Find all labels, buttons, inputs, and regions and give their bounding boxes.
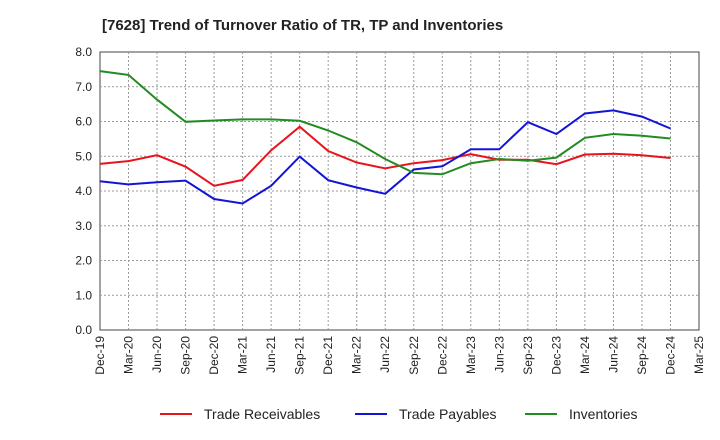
y-tick-label: 2.0: [75, 254, 92, 268]
x-axis-ticks: Dec-19 Mar-20 Jun-20 Sep-20 Dec-20 Mar-21 Jun-…: [93, 336, 706, 375]
y-tick-label: 4.0: [75, 184, 92, 198]
x-tick-label: Jun-22: [378, 336, 392, 373]
legend-label: Trade Receivables: [204, 406, 320, 422]
series-lines: [99, 70, 671, 205]
x-tick-label: Mar-22: [350, 336, 364, 374]
x-tick-label: Sep-21: [293, 336, 307, 375]
x-tick-label: Sep-23: [521, 336, 535, 375]
y-tick-label: 7.0: [75, 80, 92, 94]
y-tick-label: 0.0: [75, 323, 92, 337]
x-tick-label: Dec-22: [435, 336, 449, 375]
legend-label: Inventories: [569, 406, 637, 422]
x-tick-label: Dec-23: [549, 336, 563, 375]
x-tick-label: Mar-20: [122, 336, 136, 374]
series-line-inventories: [99, 70, 671, 176]
x-tick-label: Sep-24: [635, 336, 649, 375]
x-tick-label: Jun-24: [606, 336, 620, 373]
x-tick-label: Sep-22: [407, 336, 421, 375]
x-tick-label: Mar-23: [464, 336, 478, 374]
x-tick-label: Dec-24: [663, 336, 677, 375]
y-tick-label: 6.0: [75, 115, 92, 129]
x-tick-label: Dec-21: [321, 336, 335, 375]
x-tick-label: Dec-20: [207, 336, 221, 375]
plot-area: [99, 51, 700, 331]
x-tick-label: Mar-24: [578, 336, 592, 374]
legend: Trade Receivables Trade Payables Inventori…: [160, 406, 637, 422]
series-line-trade-payables: [99, 109, 671, 205]
x-tick-label: Jun-21: [264, 336, 278, 373]
x-tick-label: Dec-19: [93, 336, 107, 375]
x-tick-label: Mar-21: [236, 336, 250, 374]
y-tick-label: 8.0: [75, 45, 92, 59]
y-axis-ticks: 0.0 1.0 2.0 3.0 4.0 5.0 6.0 7.0 8.0: [75, 45, 92, 337]
y-tick-label: 5.0: [75, 149, 92, 163]
y-tick-label: 1.0: [75, 288, 92, 302]
y-tick-label: 3.0: [75, 219, 92, 233]
series-line-trade-receivables: [99, 125, 671, 187]
x-tick-label: Sep-20: [179, 336, 193, 375]
chart-title: [7628] Trend of Turnover Ratio of TR, TP…: [102, 17, 503, 34]
x-tick-label: Mar-25: [692, 336, 706, 374]
legend-label: Trade Payables: [399, 406, 497, 422]
x-tick-label: Jun-20: [150, 336, 164, 373]
x-tick-label: Jun-23: [492, 336, 506, 373]
